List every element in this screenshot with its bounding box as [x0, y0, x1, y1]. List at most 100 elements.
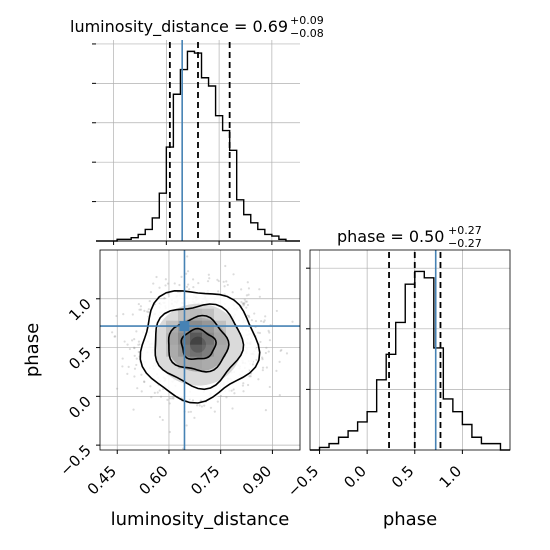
- density-sample-point: [111, 331, 114, 334]
- density-sample-point: [261, 357, 264, 361]
- density-xtick-label: 0.45: [84, 462, 120, 498]
- density-sample-point: [164, 278, 167, 281]
- density-sample-point: [185, 272, 188, 275]
- density-sample-point: [242, 382, 245, 385]
- density-sample-point: [216, 400, 219, 403]
- hist-phase-xtick-label: −0.5: [284, 462, 322, 500]
- density-sample-point: [267, 350, 270, 353]
- density-sample-point: [261, 369, 264, 372]
- density-sample-point: [242, 304, 246, 307]
- density-sample-point: [247, 293, 250, 296]
- density-sample-point: [135, 330, 138, 333]
- density-sample-point: [185, 424, 188, 427]
- density-sample-point: [137, 302, 140, 306]
- density-sample-point: [275, 369, 278, 372]
- density-sample-point: [173, 282, 176, 285]
- density-sample-point: [241, 302, 244, 305]
- density-bin: [202, 356, 214, 369]
- density-sample-point: [245, 306, 248, 309]
- density-sample-point: [135, 363, 138, 367]
- density-sample-point: [89, 337, 91, 339]
- density-sample-point: [158, 286, 161, 289]
- density-sample-point: [267, 329, 270, 332]
- density-sample-point: [133, 338, 136, 341]
- density-sample-point: [240, 288, 243, 291]
- density-sample-point: [230, 389, 233, 392]
- density-sample-point: [196, 404, 199, 407]
- hist-phase-title-minus: −0.27: [448, 237, 482, 250]
- hist-phase-ticks: −0.5 0.0 0.5 1.0: [284, 267, 465, 501]
- hist-phase-quantiles: [388, 252, 442, 450]
- density-sample-point: [114, 335, 117, 338]
- density-sample-point: [135, 357, 138, 360]
- density-contour: [139, 289, 261, 404]
- density-sample-point: [158, 415, 162, 419]
- density-sample-point: [243, 302, 246, 305]
- density-sample-point: [213, 410, 216, 413]
- density-sample-point: [133, 347, 136, 350]
- density-panel: 0.45 0.60 0.75 0.90 −0.5 0.0 0.5 1.0: [56, 249, 301, 498]
- density-sample-point: [206, 280, 210, 283]
- density-frame: [99, 249, 301, 451]
- density-sample-point: [216, 278, 219, 281]
- density-sample-point: [172, 397, 175, 400]
- hist-phase-xtick-label: 0.0: [340, 462, 370, 492]
- density-sample-point: [186, 270, 190, 273]
- density-sample-point: [139, 305, 143, 308]
- density-sample-point: [193, 416, 196, 419]
- density-sample-point: [146, 310, 149, 313]
- density-xtick-label: 0.60: [135, 462, 171, 498]
- hist-phase-title: phase = 0.50: [337, 227, 444, 246]
- density-sample-point: [132, 346, 136, 349]
- density-sample-point: [246, 383, 250, 387]
- density-sample-point: [166, 282, 170, 285]
- density-sample-point: [207, 273, 210, 276]
- density-sample-point: [265, 366, 268, 369]
- density-sample-point: [225, 280, 228, 283]
- density-sample-point: [233, 392, 236, 395]
- density-sample-point: [258, 295, 261, 298]
- density-sample-point: [133, 354, 136, 357]
- hist-luminosity-panel: luminosity_distance = 0.69 +0.09 −0.08: [70, 14, 324, 245]
- density-sample-point: [264, 409, 268, 412]
- density-sample-point: [231, 291, 234, 294]
- density-sample-point: [263, 319, 266, 322]
- density-sample-point: [264, 351, 267, 355]
- density-sample-point: [261, 366, 265, 369]
- density-sample-point: [153, 391, 156, 395]
- density-sample-point: [247, 314, 250, 317]
- density-sample-point: [189, 410, 193, 413]
- density-sample-point: [203, 404, 206, 407]
- density-bin: [214, 332, 226, 345]
- density-sample-point: [217, 290, 220, 293]
- density-sample-point: [278, 360, 281, 363]
- density-sample-point: [217, 279, 220, 283]
- hist-luminosity-frame: [96, 40, 300, 241]
- hist-phase-steps: [310, 270, 510, 451]
- density-sample-point: [254, 319, 258, 323]
- density-sample-point: [246, 303, 250, 307]
- density-sample-point: [152, 282, 155, 285]
- density-sample-point: [113, 335, 116, 338]
- density-bin: [166, 332, 178, 345]
- density-ytick-label: 0.5: [65, 344, 95, 374]
- hist-luminosity-title-plus: +0.09: [290, 14, 324, 27]
- density-sample-point: [122, 313, 125, 316]
- density-sample-point: [247, 287, 251, 290]
- density-ytick-label: 1.0: [65, 295, 95, 325]
- density-sample-point: [149, 385, 152, 388]
- density-sample-point: [258, 331, 262, 335]
- density-truth-lines: [100, 250, 300, 450]
- density-sample-point: [246, 281, 249, 284]
- density-sample-point: [241, 384, 245, 387]
- density-sample-point: [260, 319, 263, 323]
- density-sample-point: [255, 358, 258, 362]
- density-sample-point: [143, 309, 146, 312]
- density-sample-point: [156, 391, 159, 394]
- density-bin: [166, 344, 178, 357]
- hist-phase-grid: [310, 250, 510, 450]
- density-sample-point: [170, 397, 173, 400]
- density-sample-point: [262, 320, 265, 324]
- density-sample-point: [258, 288, 261, 291]
